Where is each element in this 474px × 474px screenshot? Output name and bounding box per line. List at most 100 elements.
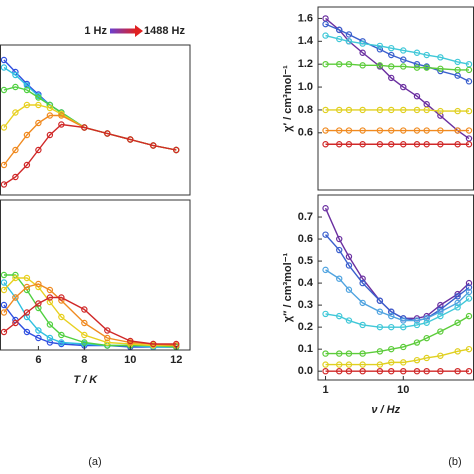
data-point <box>400 141 407 148</box>
data-point <box>437 301 444 309</box>
data-point <box>376 367 384 375</box>
y-axis-label: χ″ / cm³mol⁻¹ <box>282 252 294 322</box>
data-point <box>465 135 473 142</box>
legend-start: 1 Hz <box>84 25 107 37</box>
data-point <box>454 107 461 115</box>
data-point <box>413 321 421 329</box>
data-point <box>359 279 366 287</box>
x-tick-label: 6 <box>35 354 41 366</box>
data-point <box>150 142 157 149</box>
data-point <box>46 334 54 342</box>
frame <box>0 199 191 351</box>
data-point <box>336 275 343 282</box>
data-point <box>35 280 42 288</box>
y-tick-label: 0.2 <box>298 321 313 333</box>
data-point <box>322 361 329 368</box>
data-point <box>35 334 42 342</box>
data-point <box>454 367 461 375</box>
data-point <box>437 127 444 134</box>
data-point <box>345 367 353 375</box>
y-tick-label: 1.6 <box>298 12 313 24</box>
data-point <box>465 284 473 291</box>
y-tick-label: 0.5 <box>298 255 313 267</box>
data-point <box>465 78 473 85</box>
data-point <box>35 101 42 109</box>
data-point <box>23 283 31 291</box>
data-point <box>336 361 343 368</box>
y-tick-label: 1.4 <box>298 35 314 47</box>
data-point <box>336 367 343 375</box>
x-tick-label: 10 <box>397 384 409 396</box>
data-point <box>322 205 329 212</box>
data-point <box>46 298 54 306</box>
data-point <box>423 106 430 114</box>
data-point <box>465 127 473 134</box>
data-point <box>359 106 366 114</box>
series-line <box>3 104 177 151</box>
data-point <box>413 64 421 71</box>
data-point <box>465 66 473 74</box>
data-point <box>359 62 366 69</box>
data-point <box>454 304 461 311</box>
data-point <box>35 146 42 154</box>
data-point <box>359 321 366 329</box>
plot-area <box>0 56 180 188</box>
data-point <box>322 20 329 28</box>
data-point <box>58 121 65 128</box>
y-tick-label: 0.3 <box>298 299 313 311</box>
data-point <box>322 367 329 375</box>
data-point <box>423 319 430 326</box>
data-point <box>12 83 19 91</box>
data-point <box>0 328 8 336</box>
data-point <box>336 312 343 320</box>
data-point <box>437 352 444 359</box>
data-point <box>437 65 444 72</box>
data-point <box>345 141 353 148</box>
data-point <box>388 312 395 320</box>
data-point <box>388 367 395 375</box>
series-line <box>3 86 177 151</box>
data-point <box>465 279 473 287</box>
data-point <box>23 274 31 282</box>
y-tick-label: 0.4 <box>298 277 314 289</box>
data-point <box>35 94 42 101</box>
data-point <box>400 359 407 366</box>
data-point <box>12 173 19 181</box>
data-point <box>0 64 8 71</box>
data-point <box>400 106 407 114</box>
data-point <box>437 328 444 335</box>
data-point <box>336 26 343 34</box>
data-point <box>388 51 395 59</box>
y-tick-label: 0.7 <box>298 211 313 223</box>
data-point <box>388 308 395 315</box>
data-point <box>413 127 421 134</box>
series-line <box>3 123 177 186</box>
data-point <box>0 279 8 286</box>
data-point <box>465 367 473 375</box>
data-point <box>465 345 473 353</box>
data-point <box>0 271 8 279</box>
data-point <box>46 104 54 112</box>
data-point <box>454 293 461 300</box>
data-point <box>465 295 473 302</box>
data-point <box>423 64 430 71</box>
data-point <box>46 286 54 294</box>
data-point <box>376 127 384 134</box>
data-point <box>400 83 407 91</box>
data-point <box>400 127 407 134</box>
data-point <box>81 331 88 339</box>
data-point <box>104 339 111 346</box>
data-point <box>454 58 461 66</box>
data-point <box>413 339 421 346</box>
data-point <box>413 317 421 324</box>
data-point <box>336 127 343 134</box>
data-point <box>400 63 407 70</box>
data-point <box>12 319 19 327</box>
data-point <box>58 294 65 301</box>
data-point <box>400 317 407 324</box>
y-tick-label: 0.6 <box>298 127 313 139</box>
legend-end: 1488 Hz <box>144 25 185 37</box>
data-point <box>400 323 407 331</box>
series-line <box>3 114 177 166</box>
frame <box>317 6 474 191</box>
